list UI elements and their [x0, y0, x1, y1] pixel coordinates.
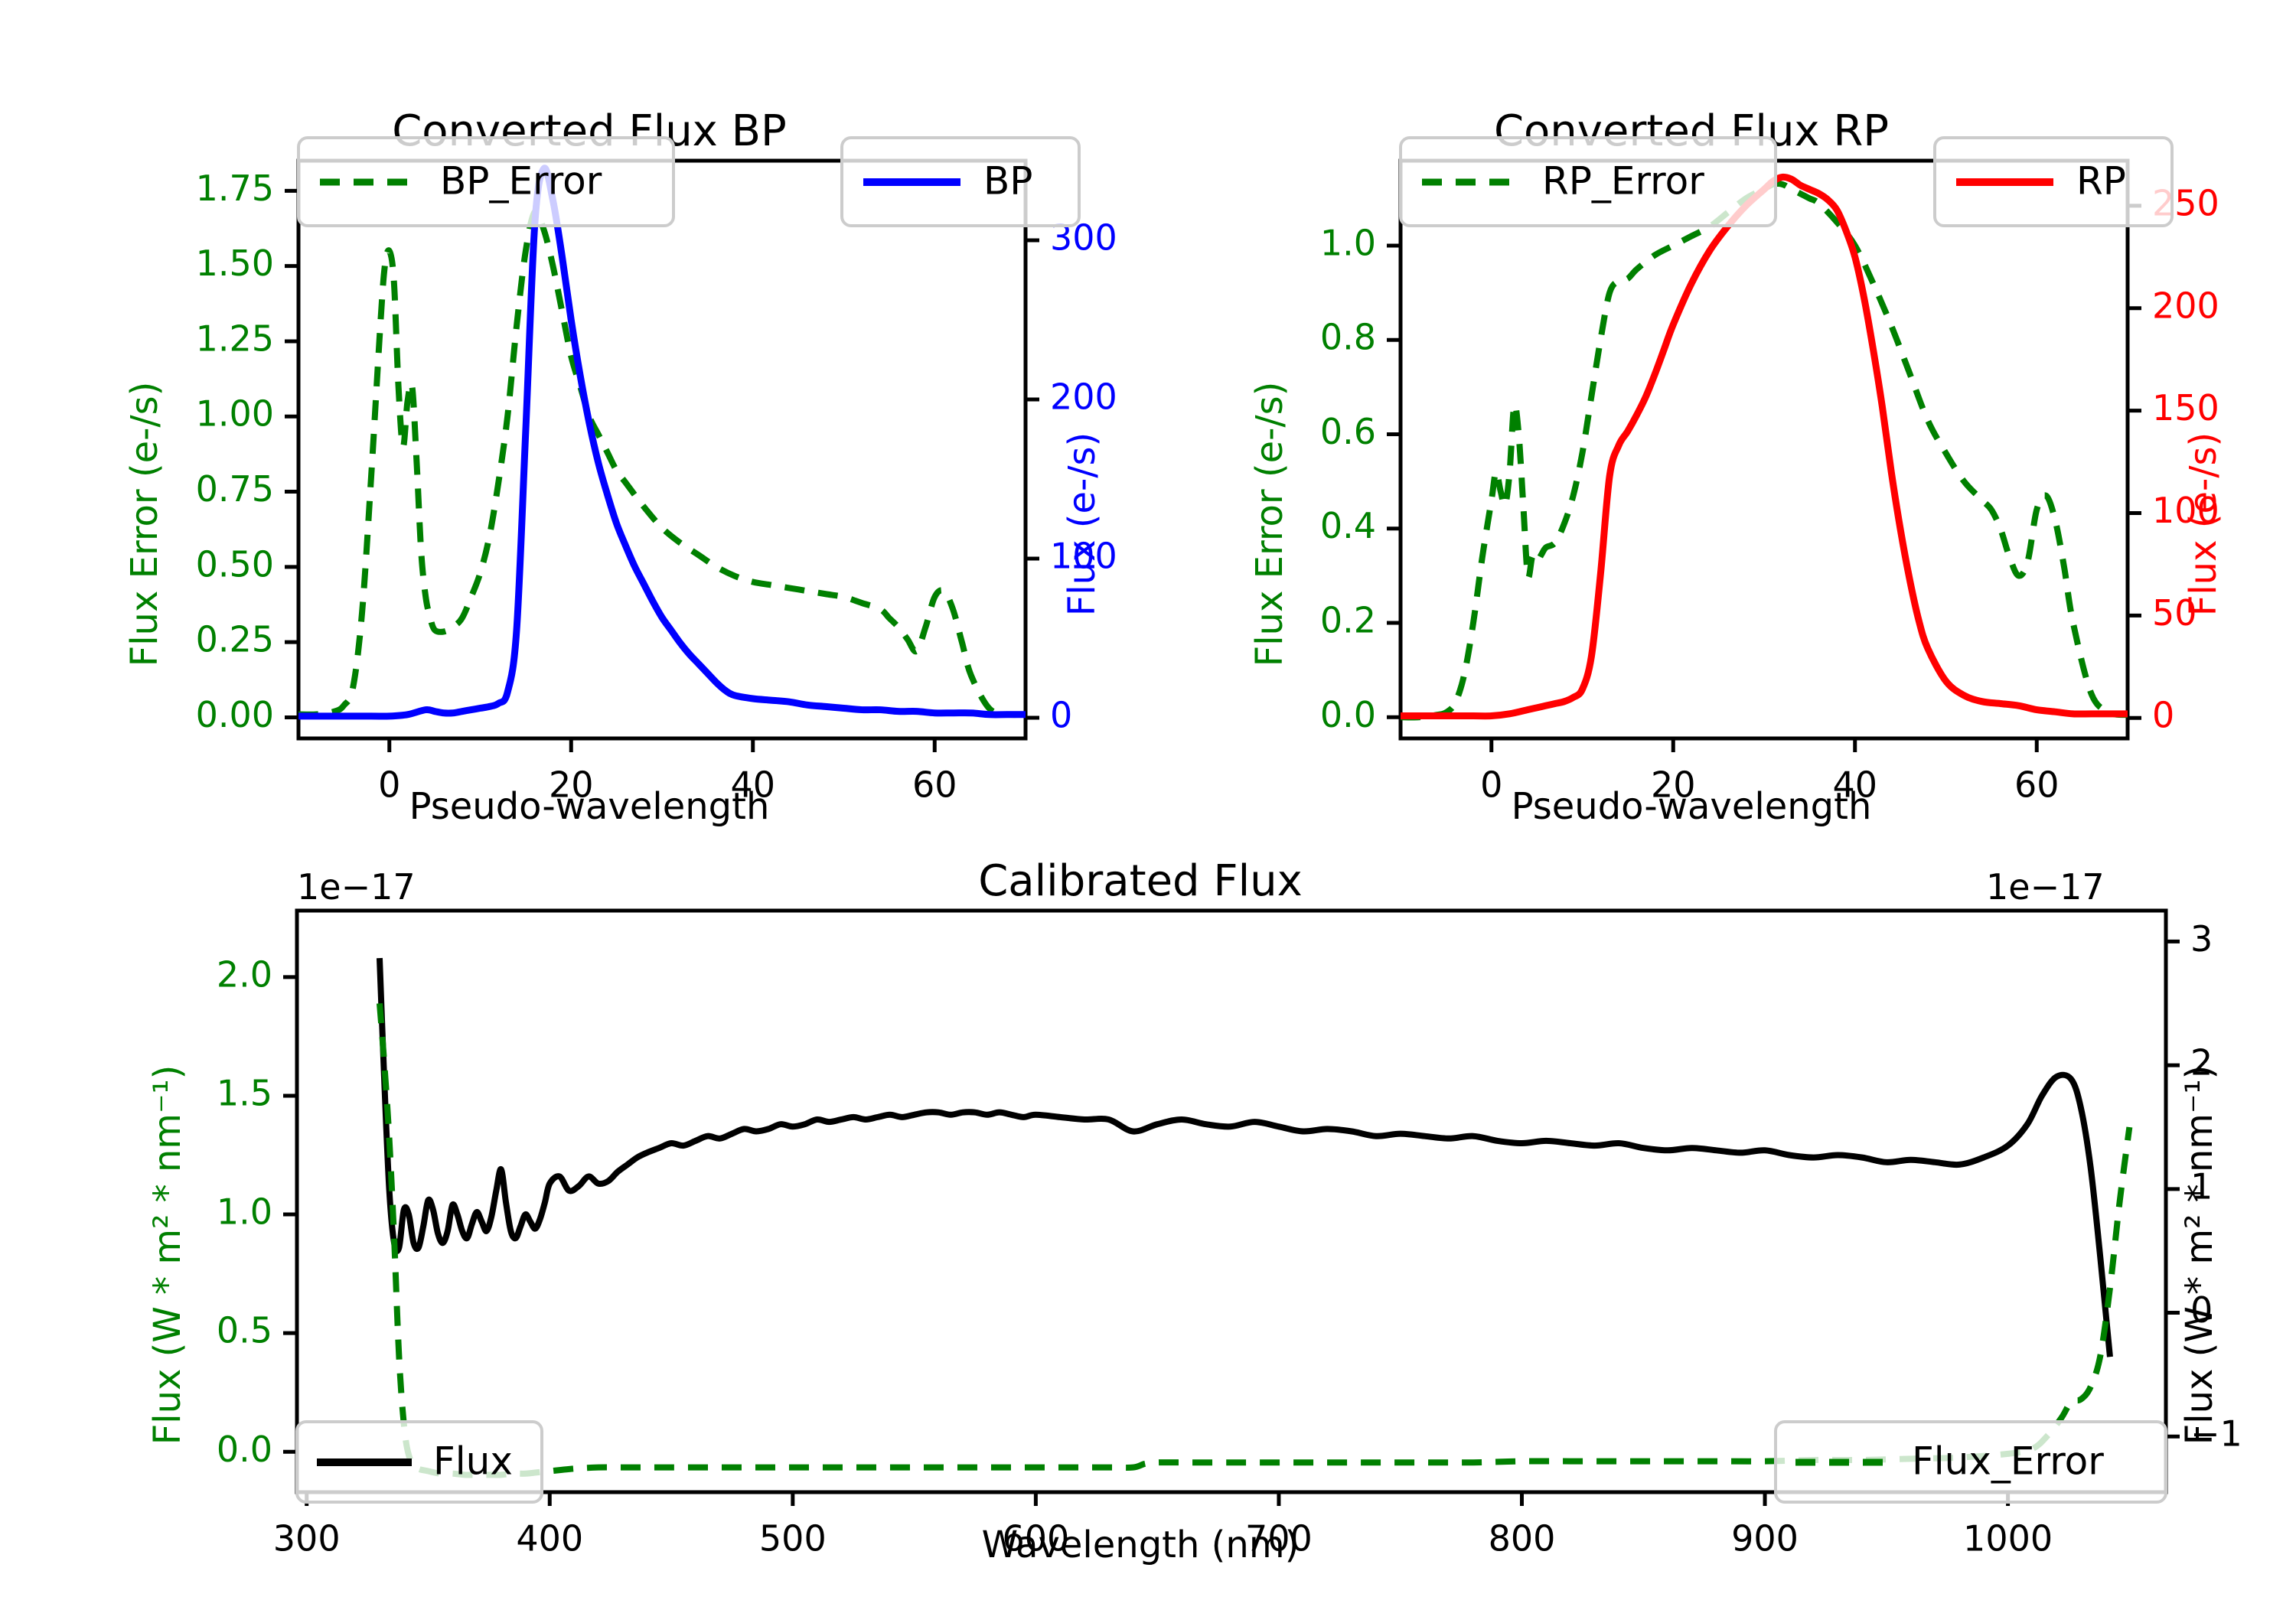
x-tick-label: 900: [1731, 1518, 1799, 1559]
y-tick-label-left: 0.50: [196, 543, 274, 585]
series-bp: [298, 165, 1026, 720]
panel-title-calibrated: Calibrated Flux: [978, 856, 1303, 906]
x-tick-label: 0: [378, 764, 400, 806]
y-tick-label-right: −1: [2190, 1413, 2242, 1455]
chart-converted-flux-bp: Converted Flux BP 0 20 40 600.000.250.500.7…: [123, 106, 1117, 828]
y-tick-label-right: 3: [2190, 918, 2213, 960]
y-tick-label-right: 0: [1050, 694, 1072, 735]
legend-rp-error[interactable]: RP_Error: [1399, 136, 1777, 227]
x-tick-label: 300: [273, 1518, 341, 1559]
axis-label-bp-left: Flux Error (e-/s): [123, 382, 166, 667]
chart-calibrated-flux: Calibrated Flux 1e−17 1e−17 300 400 500 600…: [146, 856, 2242, 1566]
x-tick-label: 60: [912, 764, 957, 806]
y-tick-label-left: 0.00: [196, 694, 274, 735]
y-tick-label-left: 1.5: [217, 1072, 272, 1113]
x-tick-label: 0: [1480, 764, 1502, 806]
y-tick-label-right: 0: [2190, 1289, 2213, 1331]
y-tick-label-left: 0.6: [1320, 411, 1376, 452]
axis-label-rp-left: Flux Error (e-/s): [1248, 382, 1291, 667]
series-flux-error: [376, 1002, 2133, 1478]
panel-converted-flux-rp: Converted Flux RP 0 20 40 60 0.0 0.2 0.4 0.6 0.8…: [1148, 46, 2296, 828]
legend-label-flux-error: Flux_Error: [1912, 1439, 2104, 1484]
legend-label-rp: RP: [2076, 159, 2126, 204]
panel-calibrated-flux: Calibrated Flux 1e−17 1e−17 300 400 500 600…: [0, 826, 2296, 1607]
axis-label-rp-right: Flux (e-/s): [2182, 432, 2225, 617]
y-tick-label-right: 0: [2152, 695, 2174, 736]
offset-label-left: 1e−17: [297, 866, 416, 908]
axis-label-cal-right: Flux (W * m² * nm⁻¹): [2178, 1065, 2221, 1445]
y-tick-label-right: 50: [2152, 592, 2197, 634]
y-tick-label-left: 0.5: [217, 1310, 272, 1351]
y-tick-label-right: 100: [1050, 535, 1117, 576]
x-tick-label: 20: [1651, 764, 1696, 806]
x-tick-label: 500: [759, 1518, 827, 1559]
legend-label-bp: BP: [983, 159, 1032, 204]
y-tick-label-left: 0.8: [1320, 317, 1376, 358]
y-tick-label-right: 2: [2190, 1042, 2213, 1084]
legend-label-bp-error: BP_Error: [440, 159, 602, 204]
legend-label-rp-error: RP_Error: [1542, 159, 1704, 204]
legend-bp[interactable]: BP: [840, 136, 1081, 227]
chart-converted-flux-rp: Converted Flux RP 0 20 40 600.00.20.40.60.8…: [1248, 106, 2225, 828]
y-tick-label-left: 1.0: [217, 1191, 272, 1233]
y-tick-label-left: 0.0: [1320, 694, 1376, 735]
y-tick-label-left: 0.75: [196, 468, 274, 510]
y-tick-label-right: 100: [2152, 490, 2219, 531]
y-tick-label-left: 1.25: [196, 318, 274, 359]
series-rp-error: [1401, 181, 2128, 721]
panel-converted-flux-bp: Converted Flux BP 0 20 40 60 0.00 0.25 0.50 0.7…: [0, 46, 1148, 828]
legend-cal-flux[interactable]: Flux: [295, 1420, 543, 1504]
x-tick-label: 40: [1832, 764, 1877, 806]
axis-label-bp-right: Flux (e-/s): [1061, 432, 1104, 617]
axis-label-cal-x: Wavelength (nm): [982, 1524, 1300, 1566]
legend-bp-error[interactable]: BP_Error: [297, 136, 675, 227]
legend-rp[interactable]: RP: [1933, 136, 2174, 227]
y-tick-label-left: 1.00: [196, 393, 274, 435]
x-tick-label: 400: [516, 1518, 583, 1559]
axis-label-rp-x: Pseudo-wavelength: [1512, 785, 1872, 826]
y-tick-label-left: 0.0: [217, 1429, 272, 1470]
x-tick-label: 800: [1489, 1518, 1556, 1559]
y-tick-label-right: 1: [2190, 1165, 2213, 1207]
axis-label-cal-left: Flux (W * m² * nm⁻¹): [146, 1065, 189, 1445]
x-tick-label: 60: [2014, 764, 2060, 806]
series-flux: [376, 957, 2113, 1357]
legend-cal-flux-error[interactable]: Flux_Error: [1774, 1420, 2167, 1504]
x-tick-label: 40: [730, 764, 775, 806]
y-tick-label-left: 0.25: [196, 619, 274, 660]
y-tick-label-right: 200: [2152, 285, 2219, 326]
series-bp-error: [298, 208, 1026, 719]
y-tick-label-left: 1.0: [1320, 222, 1376, 263]
axis-label-bp-x: Pseudo-wavelength: [409, 785, 770, 826]
y-tick-label-right: 150: [2152, 387, 2219, 429]
y-tick-label-left: 0.4: [1320, 505, 1376, 546]
offset-label-right: 1e−17: [1986, 866, 2105, 908]
y-tick-label-left: 1.75: [196, 168, 274, 209]
x-tick-label: 20: [549, 764, 594, 806]
y-tick-label-left: 1.50: [196, 243, 274, 284]
x-tick-label: 1000: [1963, 1518, 2053, 1559]
x-tick-label: 700: [1245, 1518, 1313, 1559]
y-tick-label-right: 200: [1050, 376, 1117, 417]
y-tick-label-left: 0.2: [1320, 600, 1376, 641]
legend-label-flux: Flux: [433, 1439, 513, 1484]
y-tick-label-left: 2.0: [217, 953, 272, 995]
x-tick-label: 600: [1002, 1518, 1069, 1559]
